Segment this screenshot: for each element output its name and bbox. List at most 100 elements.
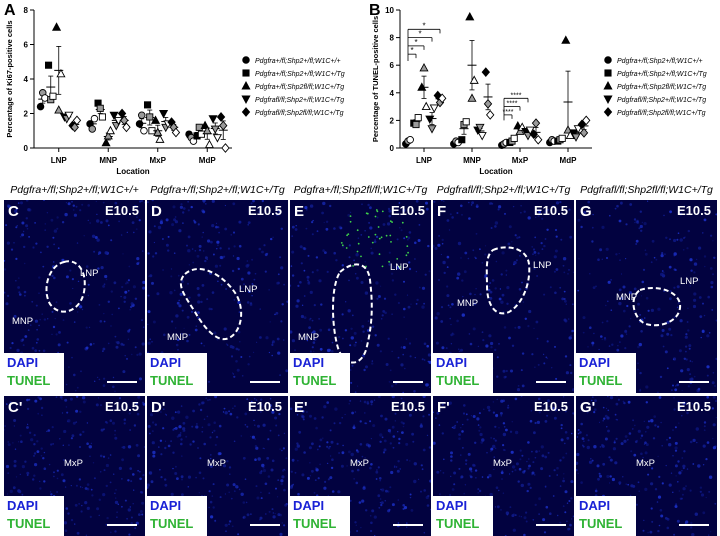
nucleus-dot bbox=[571, 303, 574, 306]
nucleus-dot bbox=[553, 270, 556, 273]
nucleus-dot bbox=[212, 253, 215, 256]
nucleus-dot bbox=[25, 200, 29, 202]
nucleus-dot bbox=[607, 300, 609, 303]
nucleus-dot bbox=[573, 334, 574, 336]
nucleus-dot bbox=[408, 231, 412, 234]
nucleus-dot bbox=[305, 227, 308, 230]
nucleus-dot bbox=[4, 425, 6, 427]
nucleus-dot bbox=[380, 488, 382, 491]
nucleus-dot bbox=[181, 309, 184, 312]
nucleus-dot bbox=[118, 397, 122, 400]
nucleus-dot bbox=[367, 203, 370, 207]
nucleus-dot bbox=[620, 201, 623, 204]
nucleus-dot bbox=[318, 445, 321, 448]
nucleus-dot bbox=[73, 321, 76, 323]
nucleus-dot bbox=[26, 398, 29, 402]
nucleus-dot bbox=[202, 231, 204, 234]
micrograph-top: G E10.5 LNP MNP DAPI TUNEL bbox=[576, 200, 717, 393]
nucleus-dot bbox=[403, 307, 406, 311]
nucleus-dot bbox=[246, 425, 249, 428]
x-tick-label: MxP bbox=[150, 156, 167, 165]
nucleus-dot bbox=[98, 514, 100, 516]
legend-label: Pdgfrafl/fl;Shp2+/fl;W1C+/Tg bbox=[255, 97, 344, 104]
nucleus-dot bbox=[75, 421, 78, 423]
nucleus-dot bbox=[50, 443, 53, 446]
nucleus-dot bbox=[8, 405, 11, 407]
nucleus-dot bbox=[494, 425, 497, 428]
micrograph-bottom: F' E10.5 MxP DAPI TUNEL bbox=[433, 396, 574, 536]
nucleus-dot bbox=[616, 348, 620, 352]
nucleus-dot bbox=[465, 413, 468, 416]
nucleus-dot bbox=[251, 295, 253, 297]
nucleus-dot bbox=[187, 249, 191, 253]
nucleus-dot bbox=[180, 203, 183, 206]
nucleus-dot bbox=[137, 470, 139, 472]
nucleus-dot bbox=[218, 231, 220, 234]
nucleus-dot bbox=[607, 396, 609, 398]
nucleus-dot bbox=[477, 491, 479, 494]
nucleus-dot bbox=[186, 339, 189, 343]
tunel-dot bbox=[352, 265, 354, 267]
nucleus-dot bbox=[74, 523, 76, 525]
tunel-dot bbox=[398, 266, 401, 268]
nucleus-dot bbox=[370, 463, 373, 466]
x-tick-label: MdP bbox=[199, 156, 217, 165]
y-tick-label: 0 bbox=[390, 144, 395, 153]
nucleus-dot bbox=[251, 435, 255, 439]
nucleus-dot bbox=[408, 261, 411, 264]
nucleus-dot bbox=[531, 246, 534, 248]
tunel-dot bbox=[340, 242, 343, 244]
nucleus-dot bbox=[173, 289, 176, 292]
nucleus-dot bbox=[34, 319, 38, 323]
nucleus-dot bbox=[23, 245, 26, 249]
nucleus-dot bbox=[88, 326, 91, 329]
nucleus-dot bbox=[706, 365, 710, 369]
nucleus-dot bbox=[577, 429, 580, 431]
nucleus-dot bbox=[229, 473, 231, 475]
nucleus-dot bbox=[440, 253, 442, 256]
nucleus-dot bbox=[102, 201, 105, 204]
nucleus-dot bbox=[617, 398, 620, 401]
nucleus-dot bbox=[616, 204, 619, 208]
nucleus-dot bbox=[494, 221, 499, 225]
nucleus-dot bbox=[296, 444, 300, 448]
nucleus-dot bbox=[562, 456, 565, 459]
nucleus-dot bbox=[258, 210, 262, 214]
nucleus-dot bbox=[490, 227, 493, 229]
nucleus-dot bbox=[355, 253, 359, 257]
nucleus-dot bbox=[274, 512, 276, 515]
nucleus-dot bbox=[470, 470, 473, 473]
nucleus-dot bbox=[255, 399, 258, 401]
nucleus-dot bbox=[406, 526, 408, 528]
nucleus-dot bbox=[441, 238, 444, 242]
nucleus-dot bbox=[176, 301, 180, 305]
nucleus-dot bbox=[235, 360, 238, 363]
nucleus-dot bbox=[177, 274, 180, 277]
nucleus-dot bbox=[554, 291, 557, 295]
nucleus-dot bbox=[246, 513, 250, 517]
nucleus-dot bbox=[147, 294, 150, 297]
nucleus-dot bbox=[546, 228, 549, 231]
nucleus-dot bbox=[301, 410, 305, 413]
nucleus-dot bbox=[666, 526, 670, 530]
nucleus-dot bbox=[703, 421, 707, 424]
nucleus-dot bbox=[500, 412, 503, 415]
nucleus-dot bbox=[580, 481, 583, 484]
nucleus-dot bbox=[520, 483, 524, 488]
nucleus-dot bbox=[615, 253, 618, 256]
nucleus-dot bbox=[194, 250, 197, 252]
nucleus-dot bbox=[385, 489, 388, 493]
nucleus-dot bbox=[685, 345, 688, 348]
nucleus-dot bbox=[201, 426, 204, 429]
nucleus-dot bbox=[693, 298, 697, 302]
nucleus-dot bbox=[583, 440, 585, 442]
nucleus-dot bbox=[262, 466, 265, 469]
nucleus-dot bbox=[337, 490, 341, 494]
nucleus-dot bbox=[21, 465, 25, 469]
nucleus-dot bbox=[599, 474, 602, 478]
nucleus-dot bbox=[219, 247, 222, 250]
nucleus-dot bbox=[209, 436, 212, 439]
nucleus-dot bbox=[516, 236, 519, 240]
nucleus-dot bbox=[366, 402, 370, 405]
nucleus-dot bbox=[244, 412, 248, 416]
